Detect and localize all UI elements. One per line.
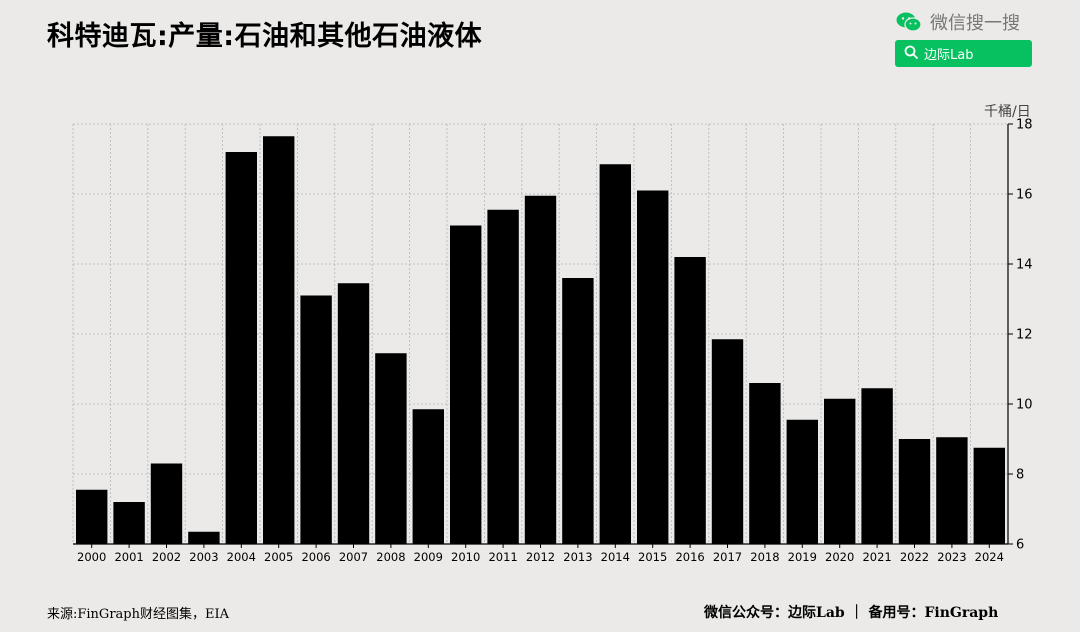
x-tick-label: 2005 xyxy=(264,550,293,564)
bar xyxy=(824,398,856,544)
bar xyxy=(711,339,744,544)
x-tick-label: 2000 xyxy=(77,550,106,564)
wechat-search-label: 微信搜一搜 xyxy=(930,13,1020,34)
x-tick-label: 2021 xyxy=(862,550,891,564)
wechat-search-brand: 微信搜一搜 xyxy=(896,9,1020,35)
x-tick-label: 2003 xyxy=(189,550,218,564)
y-tick-label: 14 xyxy=(1016,258,1033,273)
y-tick-label: 6 xyxy=(1016,538,1024,553)
y-tick-label: 10 xyxy=(1016,398,1033,413)
x-tick-label: 2018 xyxy=(750,550,779,564)
bar xyxy=(861,388,893,544)
bar xyxy=(786,419,818,544)
x-tick-label: 2023 xyxy=(937,550,966,564)
y-tick-label: 12 xyxy=(1016,328,1033,343)
y-tick-label: 8 xyxy=(1016,468,1024,483)
x-tick-label: 2009 xyxy=(414,550,443,564)
bar xyxy=(487,209,519,544)
y-tick-label: 18 xyxy=(1016,118,1033,133)
bar xyxy=(225,152,257,544)
bar xyxy=(637,190,669,544)
x-tick-label: 2008 xyxy=(376,550,405,564)
x-tick-label: 2019 xyxy=(788,550,817,564)
bar xyxy=(524,195,557,544)
bar xyxy=(412,409,444,544)
bar xyxy=(898,439,931,544)
wechat-icon xyxy=(896,12,922,32)
x-tick-label: 2006 xyxy=(301,550,330,564)
footer-credit: 微信公众号：边际Lab ｜ 备用号：FinGraph xyxy=(704,605,999,621)
bar xyxy=(599,164,631,544)
bar xyxy=(674,257,706,544)
x-tick-label: 2015 xyxy=(638,550,667,564)
bar xyxy=(337,283,370,544)
bar xyxy=(749,383,781,544)
x-tick-label: 2010 xyxy=(451,550,480,564)
x-tick-label: 2022 xyxy=(900,550,929,564)
y-tick-label: 16 xyxy=(1016,188,1033,203)
x-tick-label: 2002 xyxy=(152,550,181,564)
bar xyxy=(562,278,594,544)
bar xyxy=(76,489,108,544)
x-tick-label: 2020 xyxy=(825,550,854,564)
x-tick-label: 2012 xyxy=(526,550,555,564)
bar xyxy=(263,136,295,544)
bar xyxy=(375,353,407,544)
x-tick-label: 2017 xyxy=(713,550,742,564)
x-tick-label: 2007 xyxy=(339,550,368,564)
bar xyxy=(450,225,482,544)
bar xyxy=(150,463,183,544)
chart-title: 科特迪瓦:产量:石油和其他石油液体 xyxy=(47,21,483,52)
search-icon xyxy=(904,45,918,63)
bar xyxy=(113,502,145,544)
bar xyxy=(973,447,1005,544)
bar xyxy=(188,531,220,544)
x-tick-label: 2004 xyxy=(227,550,256,564)
x-tick-label: 2013 xyxy=(563,550,592,564)
x-tick-label: 2011 xyxy=(488,550,517,564)
x-tick-label: 2016 xyxy=(675,550,704,564)
search-label: 边际Lab xyxy=(924,48,974,63)
x-tick-label: 2014 xyxy=(601,550,630,564)
source-note: 来源:FinGraph财经图集，EIA xyxy=(47,607,229,622)
x-tick-label: 2001 xyxy=(114,550,143,564)
y-axis-unit: 千桶/日 xyxy=(984,104,1031,120)
bar xyxy=(936,437,968,544)
search-button[interactable]: 边际Lab xyxy=(895,40,1032,67)
x-tick-label: 2024 xyxy=(975,550,1004,564)
bar xyxy=(300,295,332,544)
